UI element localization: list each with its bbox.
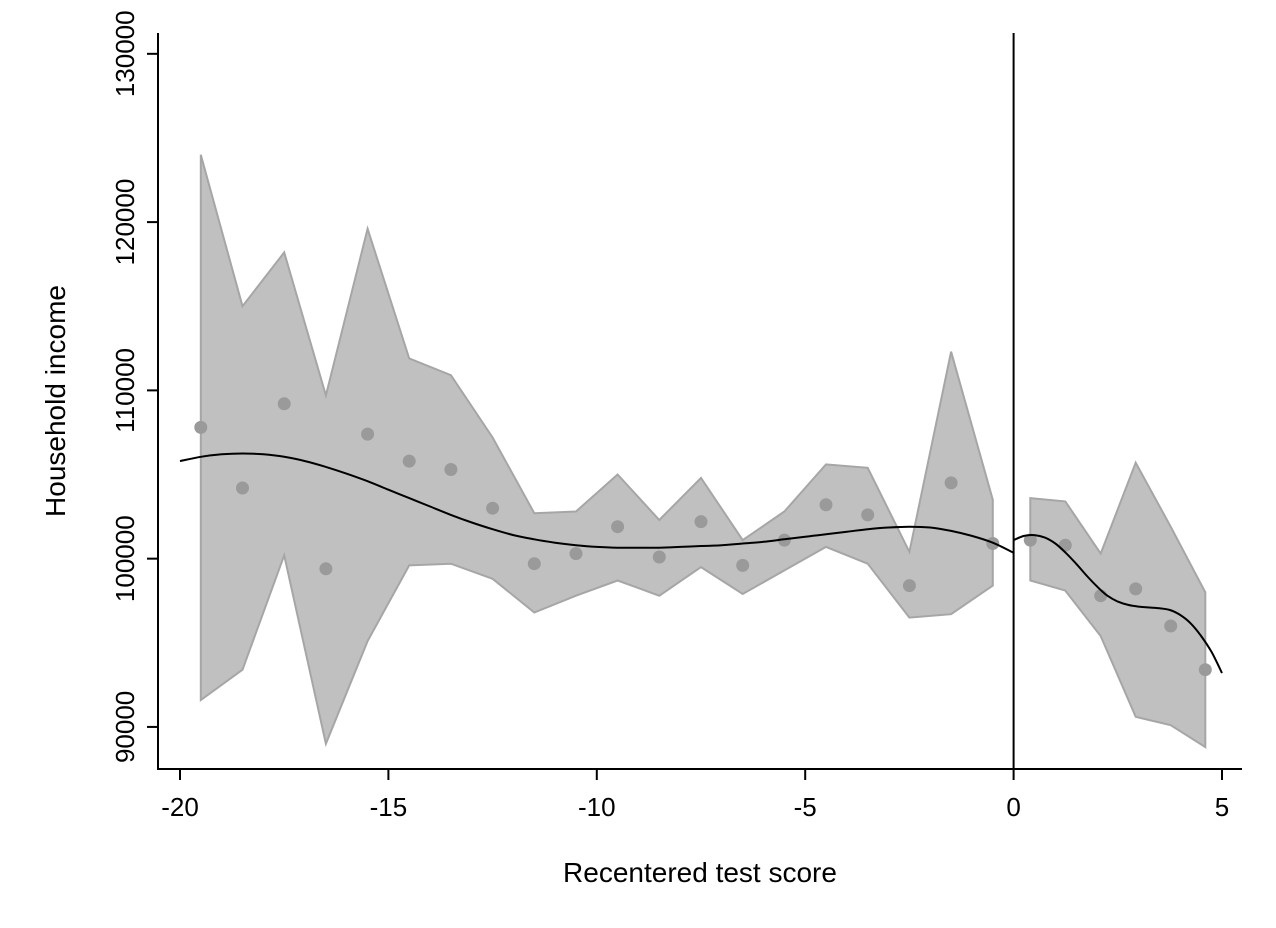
- data-point: [361, 427, 375, 441]
- data-point: [652, 550, 666, 564]
- data-point: [902, 579, 916, 593]
- fit-line-left: [179, 452, 1015, 554]
- confidence-band-right: [1029, 460, 1207, 749]
- x-tick-label: 0: [1006, 792, 1020, 822]
- data-point: [694, 515, 708, 529]
- data-point: [1058, 538, 1072, 552]
- confidence-band-left: [199, 154, 994, 748]
- data-point: [444, 463, 458, 476]
- x-tick-label: 5: [1215, 792, 1229, 822]
- x-tick-label: -5: [794, 792, 817, 822]
- data-point: [527, 557, 541, 571]
- y-tick-label: 130000: [110, 10, 140, 97]
- data-point: [319, 562, 333, 576]
- y-axis-title: Household income: [40, 285, 71, 517]
- data-point: [611, 520, 625, 534]
- data-point: [1164, 619, 1178, 633]
- data-point: [277, 397, 291, 411]
- data-point: [1023, 533, 1037, 547]
- x-axis-title: Recentered test score: [563, 857, 837, 888]
- fit-line-right: [1013, 533, 1223, 674]
- fitted-curves: [179, 452, 1223, 674]
- data-point: [944, 476, 958, 490]
- data-point: [569, 547, 583, 561]
- data-point: [402, 454, 416, 468]
- y-tick-label: 90000: [110, 691, 140, 763]
- x-tick-label: -20: [161, 792, 199, 822]
- y-tick-label: 100000: [110, 515, 140, 602]
- data-point: [861, 508, 875, 522]
- y-tick-label: 120000: [110, 179, 140, 266]
- data-point: [736, 558, 750, 572]
- data-point: [236, 481, 249, 495]
- data-point: [1129, 582, 1143, 596]
- confidence-bands: [199, 154, 1207, 749]
- data-point: [486, 501, 500, 515]
- data-point: [1198, 663, 1212, 677]
- data-point: [194, 420, 208, 434]
- axes: -20 -15 -10 -5 0 5 90000 100000 110000 120000 1300…: [110, 10, 1242, 822]
- y-tick-label: 110000: [110, 348, 140, 433]
- x-tick-label: -10: [578, 792, 616, 822]
- x-tick-label: -15: [370, 792, 408, 822]
- data-point: [819, 498, 833, 512]
